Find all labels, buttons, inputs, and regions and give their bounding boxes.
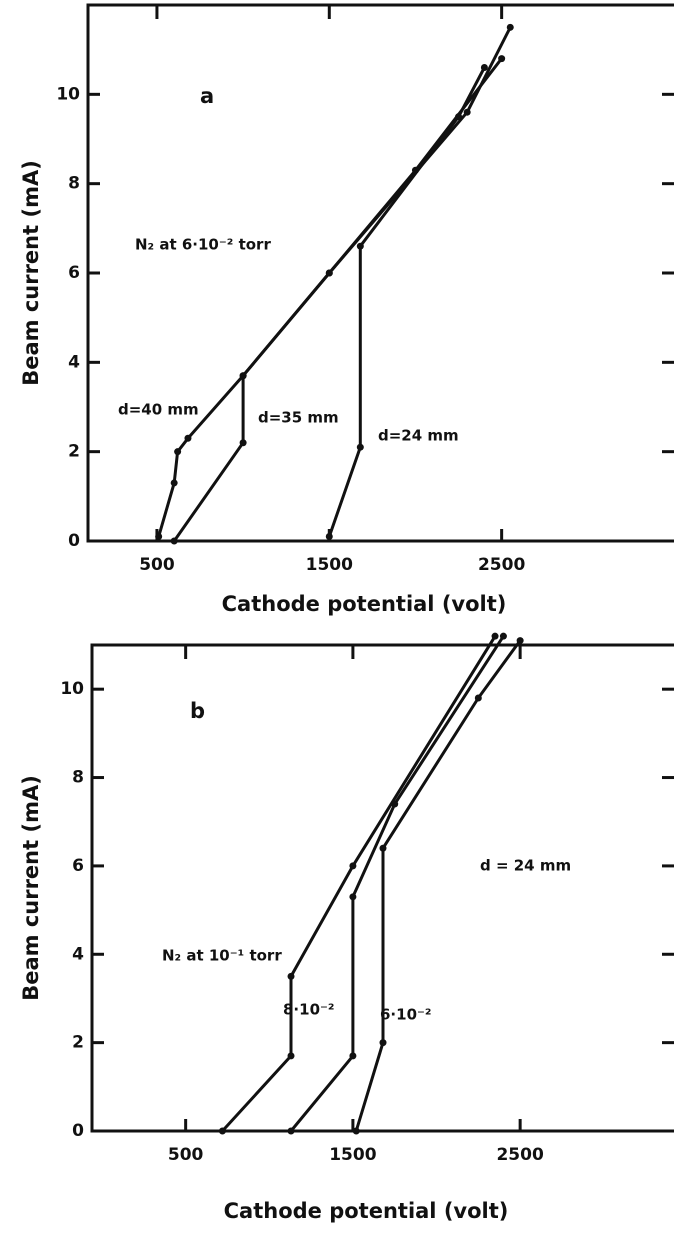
data-line (354, 639, 522, 1132)
data-point (184, 434, 192, 442)
y-axis-label: Beam current (mA) (19, 775, 43, 1001)
data-point (463, 108, 471, 116)
series-label: 8·10⁻² (283, 1001, 335, 1019)
y-tick-label: 4 (72, 944, 84, 964)
data-point (174, 448, 182, 456)
y-axis-label: Beam current (mA) (19, 160, 43, 386)
data-point (349, 862, 357, 870)
data-point (349, 893, 357, 901)
y-tick-label: 2 (72, 1033, 84, 1053)
data-point (352, 1127, 360, 1135)
x-tick-label: 500 (168, 1145, 204, 1165)
x-axis-label: Cathode potential (volt) (222, 592, 507, 616)
series-label: d=24 mm (378, 427, 459, 445)
y-tick-label: 10 (56, 84, 80, 104)
data-point (480, 64, 488, 72)
x-tick-label: 1500 (329, 1145, 376, 1165)
panel-title: a (200, 84, 214, 108)
y-tick-label: 6 (72, 856, 84, 876)
data-line (172, 26, 512, 542)
y-tick-label: 2 (68, 442, 80, 462)
series-label: 6·10⁻² (380, 1006, 432, 1024)
data-point (170, 537, 178, 545)
data-point (379, 844, 387, 852)
x-axis-label: Cathode potential (volt) (224, 1199, 509, 1223)
y-tick-label: 10 (60, 679, 84, 699)
data-point (379, 1039, 387, 1047)
series-label: d=40 mm (118, 401, 199, 419)
data-point (499, 632, 507, 640)
data-point (325, 533, 333, 541)
data-point (391, 800, 399, 808)
data-point (170, 479, 178, 487)
data-line (327, 66, 486, 537)
y-tick-label: 0 (68, 531, 80, 551)
y-tick-label: 6 (68, 263, 80, 283)
data-point (506, 23, 514, 31)
y-tick-label: 8 (72, 768, 84, 788)
data-point (155, 533, 163, 541)
axes-frame (90, 643, 674, 1133)
panel-title: b (190, 699, 205, 723)
data-point (287, 972, 295, 980)
annotation: d = 24 mm (480, 857, 571, 875)
x-tick-label: 2500 (478, 555, 525, 575)
y-tick-label: 4 (68, 352, 80, 372)
data-point (455, 113, 463, 121)
x-tick-label: 2500 (496, 1145, 543, 1165)
data-point (218, 1127, 226, 1135)
data-point (287, 1127, 295, 1135)
data-point (349, 1052, 357, 1060)
data-point (474, 694, 482, 702)
data-point (356, 443, 364, 451)
data-point (491, 632, 499, 640)
y-tick-label: 8 (68, 174, 80, 194)
data-point (325, 269, 333, 277)
series-label: d=35 mm (258, 409, 339, 427)
data-point (498, 55, 506, 63)
annotation: N₂ at 6·10⁻² torr (135, 236, 271, 254)
data-point (516, 637, 524, 645)
data-point (239, 372, 247, 380)
x-tick-label: 500 (139, 555, 175, 575)
series-label: N₂ at 10⁻¹ torr (162, 947, 282, 965)
data-point (287, 1052, 295, 1060)
x-tick-label: 1500 (306, 555, 353, 575)
data-point (239, 439, 247, 447)
y-tick-label: 0 (72, 1121, 84, 1141)
data-point (356, 242, 364, 250)
